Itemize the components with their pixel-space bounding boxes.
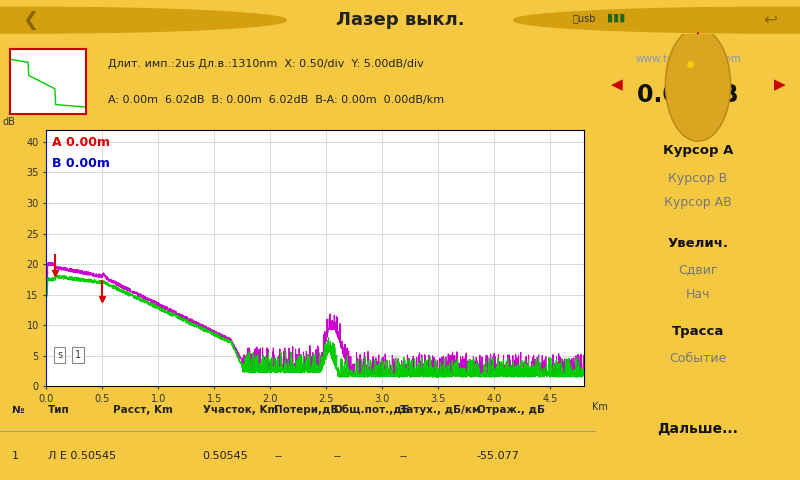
Text: Курсор В: Курсор В [668,172,728,185]
Text: 0.50545: 0.50545 [202,451,248,461]
Text: ▮▮▮: ▮▮▮ [607,13,625,23]
Text: 0.00 dB: 0.00 dB [638,83,738,107]
Text: www.tehencom.com: www.tehencom.com [635,54,741,64]
Text: 1: 1 [74,349,81,360]
Text: --: -- [399,451,407,461]
Text: Затух., дБ/км: Затух., дБ/км [399,405,481,415]
Text: A: 0.00m  6.02dB  B: 0.00m  6.02dB  B-A: 0.00m  0.00dB/km: A: 0.00m 6.02dB B: 0.00m 6.02dB B-A: 0.0… [108,96,444,106]
Text: Участок, Km: Участок, Km [202,405,278,415]
Text: Курсор АВ: Курсор АВ [664,196,732,209]
Text: ⬛usb: ⬛usb [572,13,596,23]
Text: Сдвиг: Сдвиг [678,264,718,276]
Text: Курсор А: Курсор А [663,144,733,156]
Text: ▲: ▲ [692,29,704,44]
Text: dB: dB [2,117,15,127]
Text: ▶: ▶ [774,77,786,92]
Text: Расст, Km: Расст, Km [114,405,173,415]
Text: Событие: Событие [670,352,726,365]
Text: -55.077: -55.077 [477,451,520,461]
Text: --: -- [274,451,282,461]
Text: Потери,дБ: Потери,дБ [274,405,338,415]
Circle shape [0,7,286,33]
Text: Лазер выкл.: Лазер выкл. [336,11,464,29]
Text: B 0.00m: B 0.00m [52,156,110,169]
Text: ◀: ◀ [610,77,622,92]
Text: Общ.пот.,дБ: Общ.пот.,дБ [334,405,410,415]
Text: A 0.00m: A 0.00m [52,136,110,149]
Text: 1: 1 [12,451,19,461]
Text: №: № [12,405,25,415]
Text: ▼: ▼ [692,125,704,140]
Circle shape [666,28,730,141]
Text: Отраж., дБ: Отраж., дБ [477,405,545,415]
Text: ↩: ↩ [762,11,777,29]
Text: Трасса: Трасса [672,325,724,338]
Circle shape [514,7,800,33]
Text: Тип: Тип [48,405,70,415]
Text: Увелич.: Увелич. [667,237,729,250]
Text: s: s [58,349,62,360]
Text: Дальше...: Дальше... [658,421,738,435]
Text: --: -- [334,451,342,461]
Text: ❮: ❮ [22,11,38,30]
Text: Km: Km [592,402,608,412]
Text: Л Е 0.50545: Л Е 0.50545 [48,451,116,461]
Text: Нач: Нач [686,288,710,301]
Text: Длит. имп.:2us Дл.в.:1310nm  X: 0.50/div  Y: 5.00dB/div: Длит. имп.:2us Дл.в.:1310nm X: 0.50/div … [108,59,424,69]
